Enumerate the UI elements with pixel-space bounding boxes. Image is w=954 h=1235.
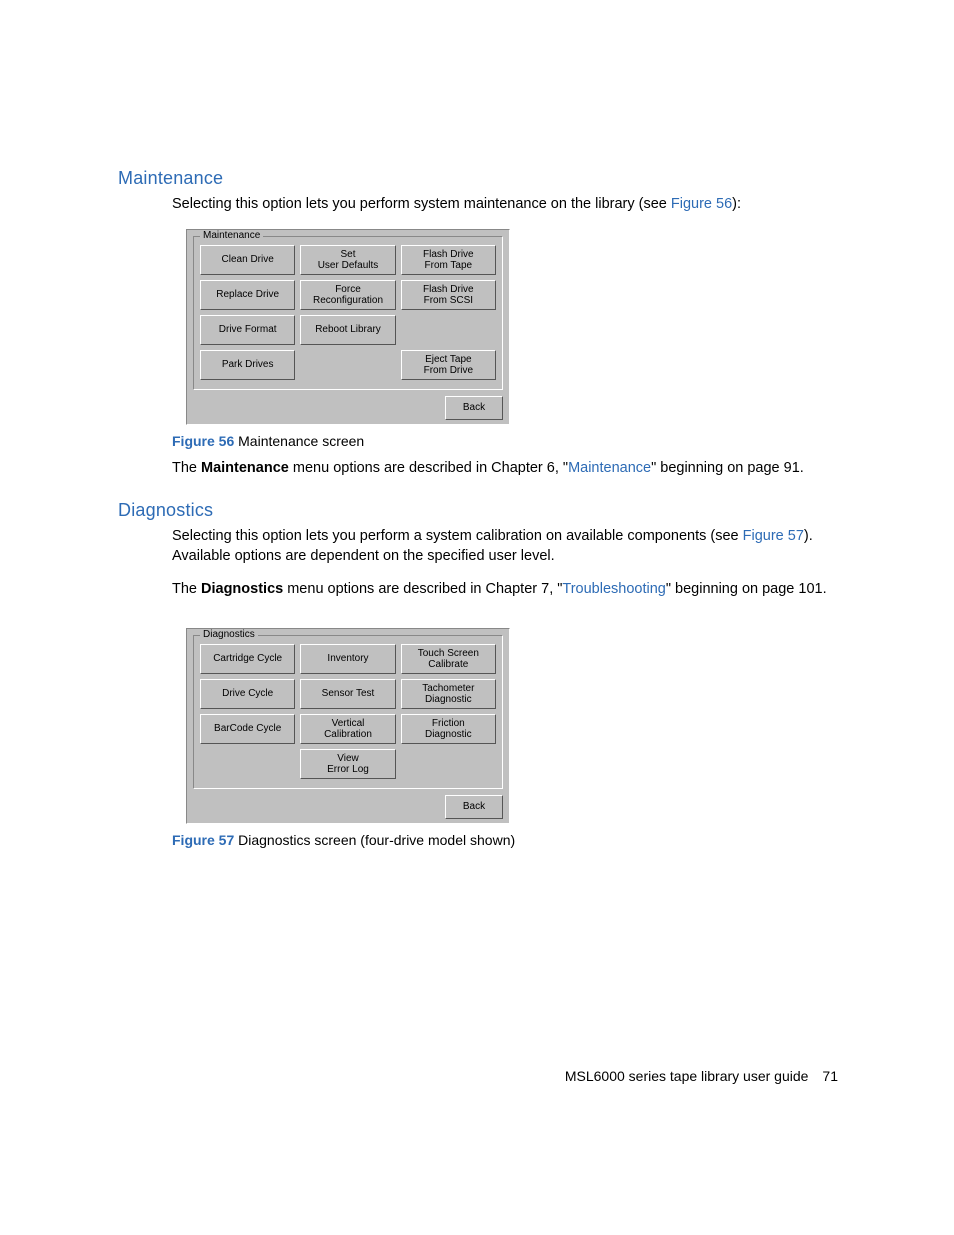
back-row: Back bbox=[193, 795, 503, 819]
link-maintenance-chapter[interactable]: Maintenance bbox=[568, 460, 651, 476]
figure-57-caption: Figure 57 Diagnostics screen (four-drive… bbox=[172, 832, 843, 848]
maintenance-button[interactable]: Eject Tape From Drive bbox=[401, 350, 496, 380]
maintenance-button[interactable]: Park Drives bbox=[200, 350, 295, 380]
diagnostics-para2: The Diagnostics menu options are describ… bbox=[172, 580, 843, 600]
diagnostics-intro: Selecting this option lets you perform a… bbox=[172, 527, 843, 566]
back-button[interactable]: Back bbox=[445, 795, 503, 819]
heading-diagnostics: Diagnostics bbox=[118, 500, 843, 521]
diagnostics-row: View Error Log bbox=[200, 749, 496, 779]
diagnostics-button[interactable]: Inventory bbox=[300, 644, 395, 674]
maintenance-grid: Clean DriveSet User DefaultsFlash Drive … bbox=[200, 245, 496, 380]
maintenance-button[interactable]: Flash Drive From SCSI bbox=[401, 280, 496, 310]
maintenance-button[interactable]: Reboot Library bbox=[300, 315, 395, 345]
diagnostics-button[interactable]: BarCode Cycle bbox=[200, 714, 295, 744]
diagnostics-button[interactable]: Sensor Test bbox=[300, 679, 395, 709]
figure-56-caption: Figure 56 Maintenance screen bbox=[172, 433, 843, 449]
heading-maintenance: Maintenance bbox=[118, 168, 843, 189]
groupbox-title: Maintenance bbox=[200, 230, 263, 241]
bold-diagnostics: Diagnostics bbox=[201, 581, 283, 597]
link-troubleshooting-chapter[interactable]: Troubleshooting bbox=[562, 581, 665, 597]
diagnostics-panel: Diagnostics Cartridge CycleInventoryTouc… bbox=[186, 628, 510, 824]
diagnostics-row: Drive CycleSensor TestTachometer Diagnos… bbox=[200, 679, 496, 709]
figure-label: Figure 57 bbox=[172, 832, 234, 848]
text: " beginning on page 91. bbox=[651, 460, 804, 476]
groupbox-title: Diagnostics bbox=[200, 629, 258, 640]
maintenance-row: Drive FormatReboot Library bbox=[200, 315, 496, 345]
bold-maintenance: Maintenance bbox=[201, 460, 289, 476]
diagnostics-button[interactable]: Drive Cycle bbox=[200, 679, 295, 709]
diagnostics-button[interactable]: Tachometer Diagnostic bbox=[401, 679, 496, 709]
figure-label: Figure 56 bbox=[172, 433, 234, 449]
text: The bbox=[172, 581, 201, 597]
link-figure-56[interactable]: Figure 56 bbox=[671, 196, 732, 212]
maintenance-button[interactable]: Force Reconfiguration bbox=[300, 280, 395, 310]
diagnostics-button[interactable]: Vertical Calibration bbox=[300, 714, 395, 744]
diagnostics-row: Cartridge CycleInventoryTouch Screen Cal… bbox=[200, 644, 496, 674]
maintenance-row: Park Drives Eject Tape From Drive bbox=[200, 350, 496, 380]
maintenance-para2: The Maintenance menu options are describ… bbox=[172, 459, 843, 479]
maintenance-button[interactable]: Set User Defaults bbox=[300, 245, 395, 275]
maintenance-button[interactable]: Replace Drive bbox=[200, 280, 295, 310]
maintenance-groupbox: Maintenance Clean DriveSet User Defaults… bbox=[193, 236, 503, 390]
maintenance-intro: Selecting this option lets you perform s… bbox=[172, 195, 843, 215]
figure-caption-text: Maintenance screen bbox=[234, 433, 364, 449]
diagnostics-button[interactable]: View Error Log bbox=[300, 749, 395, 779]
page-number: 71 bbox=[822, 1068, 838, 1084]
diagnostics-groupbox: Diagnostics Cartridge CycleInventoryTouc… bbox=[193, 635, 503, 789]
diagnostics-grid: Cartridge CycleInventoryTouch Screen Cal… bbox=[200, 644, 496, 779]
maintenance-row: Replace DriveForce ReconfigurationFlash … bbox=[200, 280, 496, 310]
text: Selecting this option lets you perform s… bbox=[172, 196, 671, 212]
page-content: Maintenance Selecting this option lets y… bbox=[118, 168, 843, 858]
maintenance-button[interactable]: Clean Drive bbox=[200, 245, 295, 275]
maintenance-row: Clean DriveSet User DefaultsFlash Drive … bbox=[200, 245, 496, 275]
maintenance-panel: Maintenance Clean DriveSet User Defaults… bbox=[186, 229, 510, 425]
maintenance-button[interactable]: Drive Format bbox=[200, 315, 295, 345]
text: ): bbox=[732, 196, 741, 212]
text: menu options are described in Chapter 6,… bbox=[289, 460, 568, 476]
text: " beginning on page 101. bbox=[666, 581, 827, 597]
text: menu options are described in Chapter 7,… bbox=[283, 581, 562, 597]
link-figure-57[interactable]: Figure 57 bbox=[743, 528, 804, 544]
text: The bbox=[172, 460, 201, 476]
back-button[interactable]: Back bbox=[445, 396, 503, 420]
back-row: Back bbox=[193, 396, 503, 420]
footer-title: MSL6000 series tape library user guide bbox=[565, 1068, 809, 1084]
page-footer: MSL6000 series tape library user guide 71 bbox=[0, 1068, 954, 1084]
diagnostics-button[interactable]: Cartridge Cycle bbox=[200, 644, 295, 674]
diagnostics-button[interactable]: Touch Screen Calibrate bbox=[401, 644, 496, 674]
diagnostics-button[interactable]: Friction Diagnostic bbox=[401, 714, 496, 744]
text: Selecting this option lets you perform a… bbox=[172, 528, 743, 544]
figure-caption-text: Diagnostics screen (four-drive model sho… bbox=[234, 832, 515, 848]
diagnostics-row: BarCode CycleVertical CalibrationFrictio… bbox=[200, 714, 496, 744]
maintenance-button[interactable]: Flash Drive From Tape bbox=[401, 245, 496, 275]
